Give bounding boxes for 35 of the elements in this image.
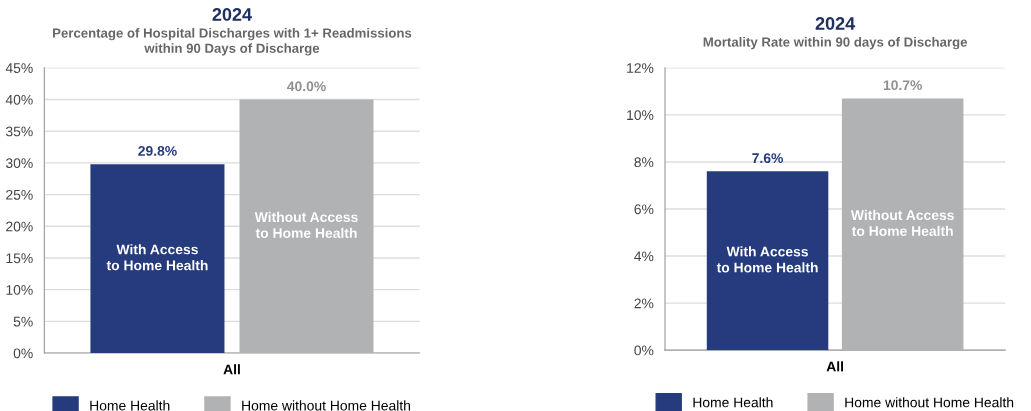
- annotation: With Access to Home Health: [106, 244, 208, 271]
- y-tick-label: 0%: [634, 345, 654, 356]
- y-tick-label: 5%: [13, 316, 33, 327]
- y-tick-label: 15%: [6, 253, 33, 264]
- annotation: Without Access to Home Health: [850, 209, 954, 236]
- y-tick-label: 25%: [6, 189, 33, 200]
- annotation: With Access to Home Health: [716, 246, 818, 273]
- y-tick-label: 45%: [5, 63, 33, 73]
- annotation: Without Access to Home Health: [254, 211, 358, 238]
- data-label: 40.0%: [287, 81, 326, 92]
- y-tick-label: 20%: [6, 221, 33, 232]
- y-tick-label: 2%: [634, 298, 654, 309]
- chart-subtitle: Percentage of Hospital Discharges with 1+ Readmissions within 90 Days of Discharge: [53, 28, 412, 56]
- x-tick-label: All: [223, 364, 240, 375]
- y-tick-label: 30%: [5, 158, 33, 169]
- y-tick-label: 6%: [634, 204, 654, 215]
- y-tick-label: 35%: [5, 126, 33, 137]
- y-tick-label: 10%: [627, 110, 654, 121]
- data-label: 7.6%: [752, 153, 784, 164]
- data-label: 29.8%: [138, 146, 177, 156]
- data-label: 10.7%: [883, 80, 922, 91]
- x-tick-label: All: [826, 361, 843, 372]
- y-tick-label: 40%: [5, 94, 33, 105]
- chart-title: 2024: [212, 8, 252, 21]
- y-tick-label: 0%: [13, 348, 33, 359]
- y-tick-label: 10%: [6, 285, 33, 295]
- chart-title: 2024: [815, 17, 856, 30]
- legend-label: Home Health: [90, 400, 170, 411]
- legend-label: Home without Home Health: [242, 400, 410, 411]
- y-tick-label: 12%: [627, 63, 654, 73]
- y-tick-label: 8%: [634, 157, 654, 168]
- legend-label: Home Health: [693, 397, 773, 408]
- legend-label: Home without Home Health: [845, 397, 1014, 408]
- y-tick-label: 4%: [634, 251, 654, 262]
- chart-subtitle: Mortality Rate within 90 days of Discharge: [703, 37, 968, 50]
